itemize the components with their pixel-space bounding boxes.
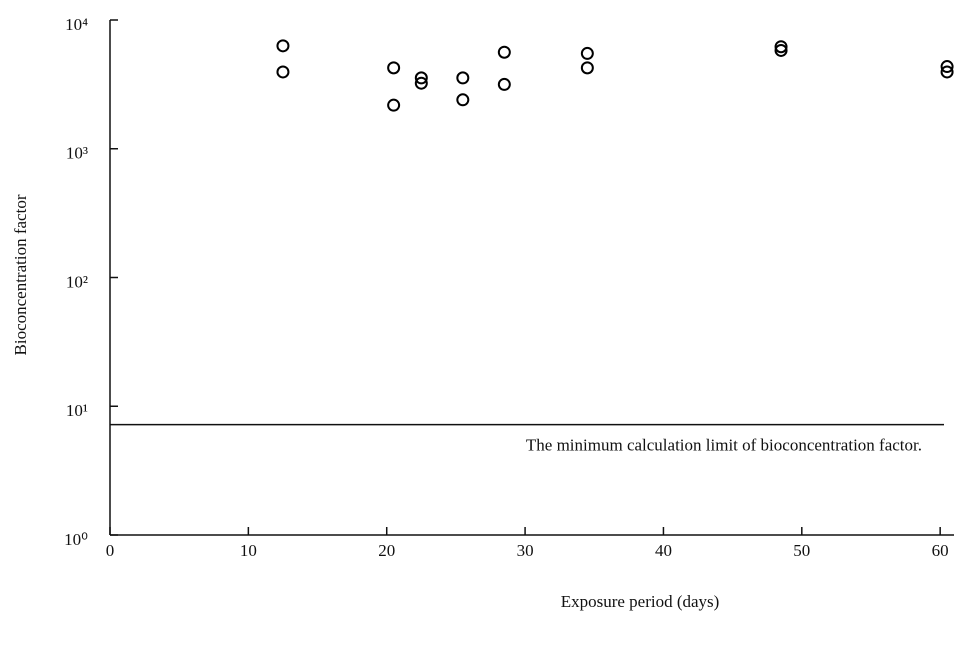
y-axis-title: Bioconcentration factor bbox=[11, 194, 30, 355]
x-tick-label: 10 bbox=[240, 541, 257, 560]
point bbox=[276, 39, 290, 53]
x-tick-label: 50 bbox=[793, 541, 810, 560]
point bbox=[456, 71, 470, 85]
x-tick-label: 30 bbox=[517, 541, 534, 560]
y-tick-label: 10⁴ bbox=[65, 15, 88, 34]
x-tick-label: 0 bbox=[106, 541, 115, 560]
y-tick-label: 10⁰ bbox=[64, 530, 88, 549]
y-tick-label: 10² bbox=[66, 272, 88, 291]
x-axis-title: Exposure period (days) bbox=[561, 592, 720, 611]
point bbox=[580, 61, 594, 75]
threshold-label: The minimum calculation limit of bioconc… bbox=[526, 436, 922, 455]
x-tick-label: 40 bbox=[655, 541, 672, 560]
point bbox=[580, 46, 594, 60]
point bbox=[414, 71, 428, 85]
point bbox=[276, 65, 290, 79]
point bbox=[387, 61, 401, 75]
point bbox=[497, 77, 511, 91]
x-tick-label: 60 bbox=[932, 541, 949, 560]
point bbox=[940, 60, 954, 74]
point bbox=[497, 45, 511, 59]
point bbox=[387, 98, 401, 112]
x-tick-label: 20 bbox=[378, 541, 395, 560]
y-tick-label: 10¹ bbox=[66, 401, 88, 420]
point bbox=[414, 76, 428, 90]
point bbox=[940, 65, 954, 79]
point bbox=[456, 93, 470, 107]
point bbox=[774, 43, 788, 57]
y-tick-label: 10³ bbox=[66, 144, 88, 163]
point bbox=[774, 40, 788, 54]
